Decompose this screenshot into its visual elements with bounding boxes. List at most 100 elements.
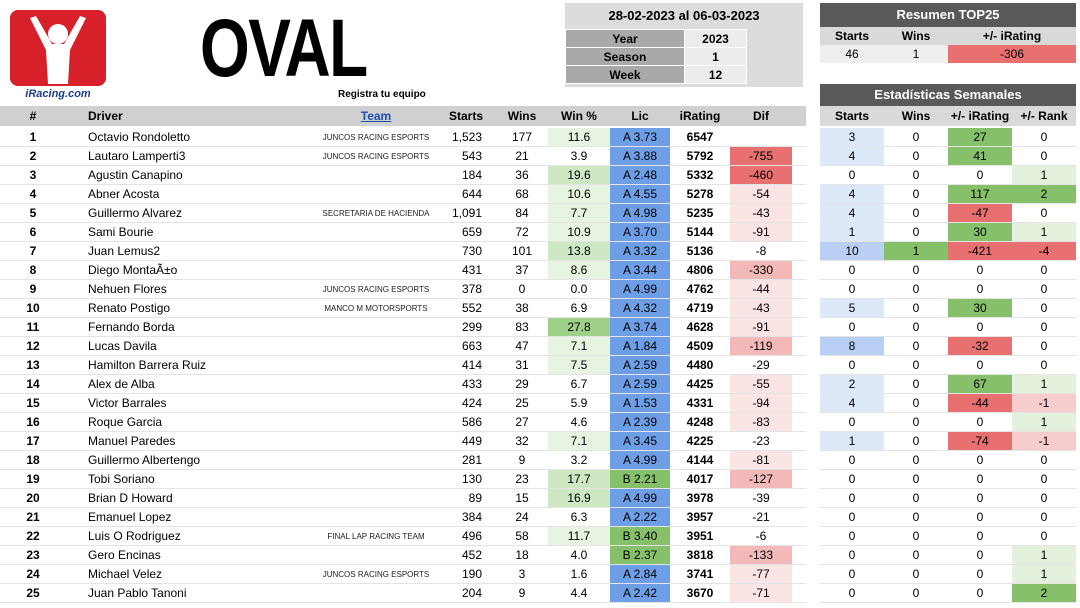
wins: 21 <box>515 149 529 163</box>
win-percent: 7.5 <box>548 356 610 374</box>
driver-name: Nehuen Flores <box>88 282 167 296</box>
win-percent: 4.0 <box>570 548 588 562</box>
logo-text: iRacing.com <box>25 88 91 100</box>
weekly-row: 1 0 30 1 <box>820 223 1076 242</box>
team-name: JUNCOS RACING ESPORTS <box>322 152 430 161</box>
weekly-irating-change: 0 <box>976 472 984 486</box>
weekly-row: 0 0 0 1 <box>820 546 1076 565</box>
meta-label: Year <box>565 29 685 48</box>
weekly-rank-change: 0 <box>1040 491 1048 505</box>
weekly-rank-change: -1 <box>1012 394 1076 412</box>
win-percent: 5.9 <box>570 396 588 410</box>
irating-diff: -23 <box>752 434 770 448</box>
weekly-irating-change: 27 <box>948 128 1012 146</box>
irating-diff: -29 <box>752 358 770 372</box>
irating-diff: -43 <box>730 204 792 222</box>
license: A 3.45 <box>610 432 670 450</box>
team-name: SECRETARIA DE HACIENDA <box>322 209 430 218</box>
irating-diff: -54 <box>730 185 792 203</box>
irating-diff: -81 <box>730 451 792 469</box>
col-team-link[interactable]: Team <box>360 109 392 123</box>
table-row: 5 Guillermo Alvarez SECRETARIA DE HACIEN… <box>0 204 806 223</box>
row-position: 14 <box>26 377 40 391</box>
col-starts: Starts <box>448 109 483 123</box>
win-percent: 11.7 <box>548 527 610 545</box>
team-name: MANCO M MOTORSPORTS <box>324 304 428 313</box>
summary-panel: Resumen TOP25 Starts Wins +/- iRating 46… <box>820 3 1076 63</box>
row-position: 7 <box>29 244 37 258</box>
wins: 37 <box>515 263 529 277</box>
license: A 4.99 <box>610 451 670 469</box>
row-position: 2 <box>29 149 37 163</box>
driver-name: Juan Pablo Tanoni <box>88 586 187 600</box>
irating: 4225 <box>686 434 714 448</box>
driver-name: Michael Velez <box>88 567 163 581</box>
meta-label: Season <box>565 47 685 66</box>
weekly-rank-change: 1 <box>1012 375 1076 393</box>
weekly-rank-change: 0 <box>1040 529 1048 543</box>
irating: 6547 <box>686 130 714 144</box>
driver-name: Guillermo Albertengo <box>88 453 201 467</box>
wins: 27 <box>515 415 529 429</box>
weekly-wins: 0 <box>912 225 920 239</box>
weekly-wins: 0 <box>912 168 920 182</box>
summary-values: 46 1 -306 <box>820 45 1076 63</box>
weekly-wins: 0 <box>912 130 920 144</box>
weekly-irating-change: 0 <box>976 263 984 277</box>
weekly-row: 2 0 67 1 <box>820 375 1076 394</box>
col-driver: Driver <box>88 109 123 123</box>
weekly-rank-change: 2 <box>1012 185 1076 203</box>
team-name: JUNCOS RACING ESPORTS <box>322 285 430 294</box>
irating-diff <box>730 128 792 146</box>
row-position: 5 <box>29 206 37 220</box>
weekly-wins: 0 <box>912 339 920 353</box>
weekly-row: 4 0 -47 0 <box>820 204 1076 223</box>
weekly-irating-change: 30 <box>948 299 1012 317</box>
win-percent: 3.9 <box>570 149 588 163</box>
license: A 2.84 <box>610 565 670 583</box>
starts: 204 <box>461 586 482 600</box>
weekly-starts: 4 <box>820 394 884 412</box>
table-row: 23 Gero Encinas 452 18 4.0 B 2.37 3818 -… <box>0 546 806 565</box>
weekly-rank-change: 1 <box>1012 565 1076 583</box>
meta-value: 2023 <box>684 29 747 48</box>
wins: 83 <box>515 320 529 334</box>
driver-name: Diego MontaÃ±o <box>88 263 178 277</box>
license: A 2.59 <box>610 375 670 393</box>
irating: 4719 <box>686 301 714 315</box>
weekly-row: 10 1 -421 -4 <box>820 242 1076 261</box>
weekly-row: 3 0 27 0 <box>820 128 1076 147</box>
weekly-row: 0 0 0 0 <box>820 470 1076 489</box>
standings-header: # Driver Team Starts Wins Win % Lic iRat… <box>0 106 806 126</box>
weekly-col-irating: +/- iRating <box>950 109 1010 123</box>
weekly-row: 0 0 0 0 <box>820 451 1076 470</box>
table-row: 25 Juan Pablo Tanoni 204 9 4.4 A 2.42 36… <box>0 584 806 603</box>
row-position: 4 <box>29 187 37 201</box>
weekly-rank-change: -1 <box>1012 432 1076 450</box>
wins: 25 <box>515 396 529 410</box>
weekly-irating-change: 0 <box>976 358 984 372</box>
irating-diff: -755 <box>730 147 792 165</box>
weekly-panel: Estadísticas Semanales <box>820 84 1076 106</box>
driver-name: Renato Postigo <box>88 301 171 315</box>
driver-name: Hamilton Barrera Ruiz <box>88 358 207 372</box>
weekly-starts: 0 <box>848 168 856 182</box>
irating-diff: -44 <box>730 280 792 298</box>
license: A 3.32 <box>610 242 670 260</box>
register-team-link[interactable]: Registra tu equipo <box>338 89 426 100</box>
page-title: OVAL <box>200 3 368 94</box>
team-name <box>316 185 436 203</box>
row-position: 10 <box>26 301 40 315</box>
team-name <box>316 318 436 336</box>
weekly-starts: 0 <box>848 510 856 524</box>
weekly-starts: 0 <box>848 586 856 600</box>
weekly-row: 0 0 0 1 <box>820 413 1076 432</box>
driver-name: Lucas Davila <box>88 339 157 353</box>
license: A 3.74 <box>610 318 670 336</box>
win-percent: 3.2 <box>570 453 588 467</box>
weekly-irating-change: 0 <box>976 491 984 505</box>
weekly-starts: 0 <box>848 358 856 372</box>
weekly-wins: 0 <box>912 548 920 562</box>
weekly-row: 0 0 0 0 <box>820 489 1076 508</box>
driver-name: Emanuel Lopez <box>88 510 172 524</box>
